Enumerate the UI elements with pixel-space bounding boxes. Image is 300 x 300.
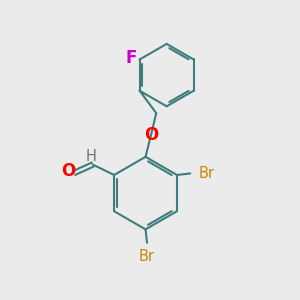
Text: O: O <box>144 126 158 144</box>
Text: F: F <box>126 49 137 67</box>
Text: Br: Br <box>199 166 214 181</box>
Text: O: O <box>61 162 75 180</box>
Text: H: H <box>86 149 97 164</box>
Text: Br: Br <box>139 249 155 264</box>
